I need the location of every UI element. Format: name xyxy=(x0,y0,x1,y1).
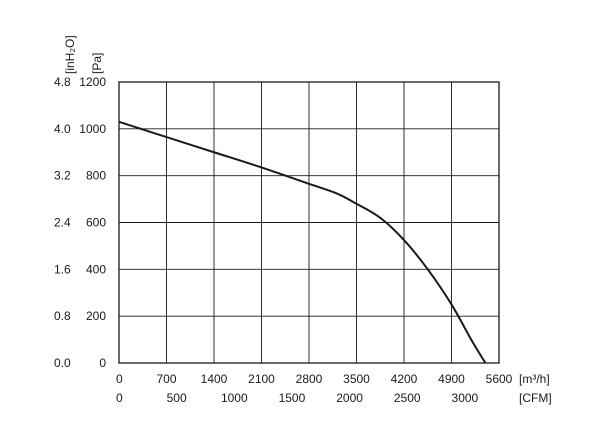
x-unit-m3h: [m³/h] xyxy=(519,372,550,386)
y-tick-label-pa: 400 xyxy=(86,262,106,276)
x-tick-label-cfm: 1500 xyxy=(279,391,306,405)
x-tick-label-m3h: 2800 xyxy=(296,372,323,386)
x-tick-label-m3h: 0 xyxy=(116,372,123,386)
x-tick-label-m3h: 5600 xyxy=(486,372,513,386)
y-tick-label-pa: 800 xyxy=(86,169,106,183)
y-tick-label-inh2o: 0.8 xyxy=(54,309,71,323)
y-tick-labels-pa: 0 200 400 600 800 1000 1200 xyxy=(79,75,106,370)
y-tick-label-pa: 1200 xyxy=(79,75,106,89)
x-tick-label-cfm: 2000 xyxy=(336,391,363,405)
y-unit-inh2o: [inH₂O] xyxy=(63,35,77,74)
pressure-flow-curve xyxy=(118,120,487,364)
x-unit-cfm: [CFM] xyxy=(519,391,552,405)
plot-frame xyxy=(118,81,500,364)
x-tick-label-m3h: 4900 xyxy=(438,372,465,386)
y-unit-pa: [Pa] xyxy=(90,53,104,74)
x-tick-label-cfm: 3000 xyxy=(452,391,479,405)
y-tick-label-inh2o: 4.0 xyxy=(54,122,71,136)
y-tick-label-pa: 0 xyxy=(99,356,106,370)
x-tick-label-m3h: 4200 xyxy=(391,372,418,386)
x-tick-label-m3h: 3500 xyxy=(343,372,370,386)
x-tick-label-m3h: 700 xyxy=(156,372,176,386)
y-tick-label-pa: 600 xyxy=(86,216,106,230)
y-tick-label-inh2o: 3.2 xyxy=(54,169,71,183)
y-tick-label-pa: 1000 xyxy=(79,122,106,136)
y-tick-label-inh2o: 2.4 xyxy=(54,216,71,230)
y-tick-label-pa: 200 xyxy=(86,309,106,323)
y-tick-label-inh2o: 1.6 xyxy=(54,262,71,276)
x-tick-labels-cfm: 0 500 1000 1500 2000 2500 3000 xyxy=(116,391,479,405)
x-tick-label-m3h: 1400 xyxy=(201,372,228,386)
x-tick-label-cfm: 0 xyxy=(116,391,123,405)
y-tick-label-inh2o: 4.8 xyxy=(54,75,71,89)
x-tick-label-cfm: 1000 xyxy=(221,391,248,405)
x-tick-label-cfm: 2500 xyxy=(394,391,421,405)
x-tick-label-cfm: 500 xyxy=(167,391,187,405)
x-tick-label-m3h: 2100 xyxy=(248,372,275,386)
x-tick-labels-m3h: 0 700 1400 2100 2800 3500 4200 4900 5600 xyxy=(116,372,513,386)
grid-lines xyxy=(119,82,499,363)
y-tick-labels-inh2o: 0.0 0.8 1.6 2.4 3.2 4.0 4.8 xyxy=(54,75,71,370)
y-tick-label-inh2o: 0.0 xyxy=(54,356,71,370)
